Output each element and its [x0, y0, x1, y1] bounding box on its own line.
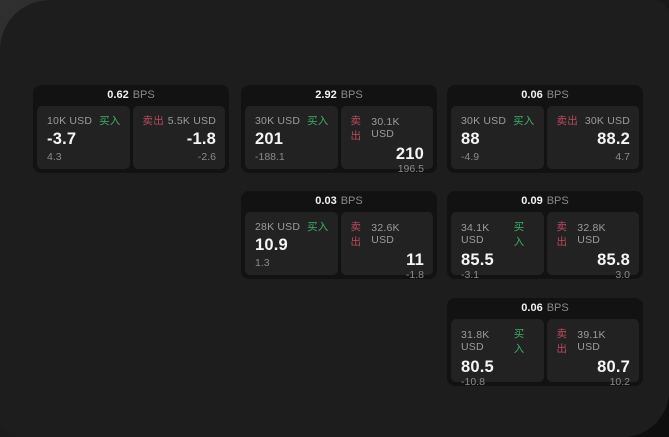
bps-value: 0.03 [315, 195, 337, 207]
sell-delta: 10.2 [609, 376, 630, 389]
sell-price: 210 [395, 145, 424, 163]
sell-label: 卖出 [556, 328, 568, 355]
buy-delta: 4.3 [47, 151, 62, 163]
card-header: 0.06 BPS [447, 298, 643, 319]
sell-amount: 32.6K USD [371, 222, 400, 246]
buy-price: 80.5 [461, 358, 494, 376]
buy-delta: -4.9 [461, 151, 480, 163]
sell-price: 88.2 [597, 130, 630, 148]
buy-amount: 30K USD [461, 114, 507, 127]
sell-amount: 30.1K USD [371, 116, 400, 140]
quote-card: 2.92 BPS 30K USD 买入 201 -188.1 卖出 30.1K … [241, 85, 437, 175]
sell-amount: 5.5K USD [167, 114, 216, 127]
buy-amount: 28K USD [255, 220, 301, 233]
card-body: 30K USD 买入 201 -188.1 卖出 30.1K USD 210 1… [241, 106, 437, 175]
card-body: 34.1K USD 买入 85.5 -3.1 卖出 32.8K USD 85.8… [447, 212, 643, 281]
buy-amount: 10K USD [47, 114, 93, 127]
sell-panel[interactable]: 卖出 32.6K USD 11 -1.8 [340, 212, 433, 281]
buy-panel[interactable]: 10K USD 买入 -3.7 4.3 [37, 106, 130, 169]
buy-delta: -3.1 [461, 269, 480, 282]
sell-amount: 32.8K USD [577, 222, 606, 246]
bps-unit-label: BPS [546, 302, 569, 314]
sell-delta: -2.6 [197, 151, 216, 163]
sell-panel[interactable]: 卖出 39.1K USD 80.7 10.2 [546, 319, 639, 388]
quote-card: 0.06 BPS 31.8K USD 买入 80.5 -10.8 卖出 39.1… [447, 298, 643, 388]
sell-label: 卖出 [556, 221, 568, 248]
bps-value: 0.09 [521, 195, 543, 207]
buy-delta: 1.3 [255, 257, 270, 269]
sell-label: 卖出 [350, 115, 362, 142]
buy-label: 买入 [307, 115, 329, 127]
sell-panel[interactable]: 卖出 30.1K USD 210 196.5 [340, 106, 433, 175]
buy-label: 买入 [307, 221, 329, 233]
buy-price: -3.7 [47, 130, 77, 148]
sell-panel[interactable]: 卖出 32.8K USD 85.8 3.0 [546, 212, 639, 281]
sell-delta: 3.0 [615, 269, 630, 282]
sell-amount: 39.1K USD [577, 329, 606, 353]
sell-panel[interactable]: 卖出 5.5K USD -1.8 -2.6 [132, 106, 225, 169]
sell-label: 卖出 [556, 115, 578, 127]
buy-price: 10.9 [255, 236, 288, 254]
buy-panel[interactable]: 31.8K USD 买入 80.5 -10.8 [451, 319, 544, 388]
sell-price: 11 [406, 251, 424, 269]
card-header: 0.06 BPS [447, 85, 643, 106]
bps-unit-label: BPS [546, 89, 569, 101]
bps-unit-label: BPS [340, 89, 363, 101]
buy-delta: -188.1 [255, 151, 285, 163]
bps-value: 0.62 [107, 89, 129, 101]
card-header: 2.92 BPS [241, 85, 437, 106]
sell-price: 85.8 [597, 251, 630, 269]
quote-card: 0.09 BPS 34.1K USD 买入 85.5 -3.1 卖出 32.8K… [447, 191, 643, 281]
buy-panel[interactable]: 28K USD 买入 10.9 1.3 [245, 212, 338, 275]
buy-label: 买入 [513, 221, 525, 248]
buy-amount: 30K USD [255, 114, 301, 127]
sell-price: -1.8 [186, 130, 216, 148]
bps-unit-label: BPS [132, 89, 155, 101]
sell-delta: -1.8 [405, 269, 424, 282]
card-body: 31.8K USD 买入 80.5 -10.8 卖出 39.1K USD 80.… [447, 319, 643, 388]
buy-label: 买入 [513, 328, 525, 355]
card-body: 28K USD 买入 10.9 1.3 卖出 32.6K USD 11 -1.8 [241, 212, 437, 281]
quote-card: 0.62 BPS 10K USD 买入 -3.7 4.3 卖出 5.5K USD… [33, 85, 229, 173]
buy-panel[interactable]: 30K USD 买入 201 -188.1 [245, 106, 338, 169]
sell-label: 卖出 [350, 221, 362, 248]
sell-amount: 30K USD [584, 114, 630, 127]
bps-unit-label: BPS [340, 195, 363, 207]
bps-value: 0.06 [521, 302, 543, 314]
buy-amount: 31.8K USD [461, 329, 490, 353]
buy-panel[interactable]: 30K USD 买入 88 -4.9 [451, 106, 544, 169]
buy-panel[interactable]: 34.1K USD 买入 85.5 -3.1 [451, 212, 544, 281]
quote-card: 0.03 BPS 28K USD 买入 10.9 1.3 卖出 32.6K US… [241, 191, 437, 281]
card-body: 30K USD 买入 88 -4.9 卖出 30K USD 88.2 4.7 [447, 106, 643, 169]
sell-delta: 196.5 [397, 163, 424, 176]
quote-card: 0.06 BPS 30K USD 买入 88 -4.9 卖出 30K USD 8… [447, 85, 643, 173]
sell-label: 卖出 [142, 115, 164, 127]
buy-price: 88 [461, 130, 480, 148]
bps-value: 2.92 [315, 89, 337, 101]
card-body: 10K USD 买入 -3.7 4.3 卖出 5.5K USD -1.8 -2.… [33, 106, 229, 169]
sell-panel[interactable]: 卖出 30K USD 88.2 4.7 [546, 106, 639, 169]
sell-price: 80.7 [597, 358, 630, 376]
buy-amount: 34.1K USD [461, 222, 490, 246]
card-header: 0.62 BPS [33, 85, 229, 106]
buy-price: 201 [255, 130, 284, 148]
card-header: 0.03 BPS [241, 191, 437, 212]
buy-price: 85.5 [461, 251, 494, 269]
bps-value: 0.06 [521, 89, 543, 101]
sell-delta: 4.7 [615, 151, 630, 163]
buy-delta: -10.8 [461, 376, 485, 389]
bps-unit-label: BPS [546, 195, 569, 207]
card-header: 0.09 BPS [447, 191, 643, 212]
buy-label: 买入 [99, 115, 121, 127]
buy-label: 买入 [513, 115, 535, 127]
